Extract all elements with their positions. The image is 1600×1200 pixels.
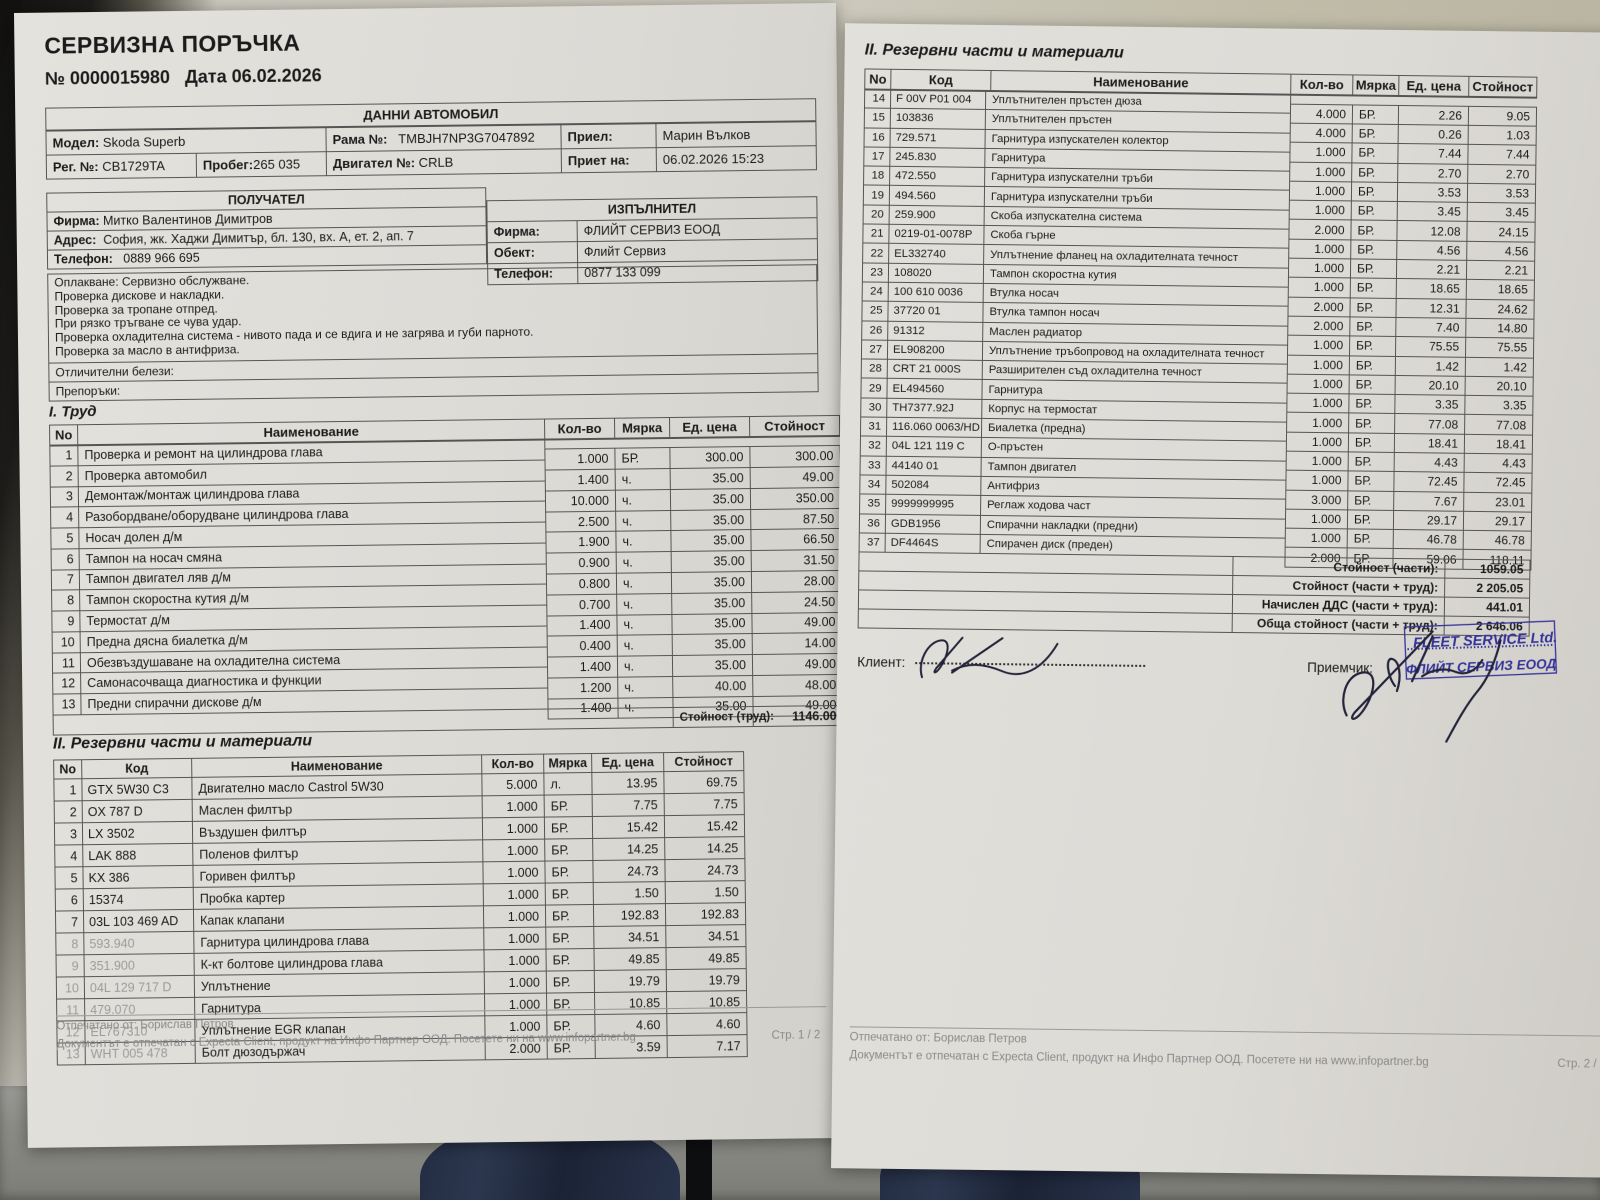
svg-text:FLEET SERVICE Ltd.: FLEET SERVICE Ltd. (1413, 630, 1558, 652)
